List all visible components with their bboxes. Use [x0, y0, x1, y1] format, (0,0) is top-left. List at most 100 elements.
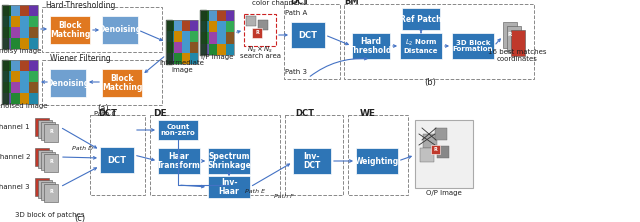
Bar [90, 115, 145, 195]
Text: R: R [49, 188, 53, 194]
Bar [11, 60, 20, 71]
Text: DCT: DCT [99, 109, 118, 117]
Bar [166, 42, 174, 53]
Bar [11, 27, 20, 38]
Bar [29, 38, 38, 49]
Text: R: R [49, 159, 53, 163]
Text: Denoising: Denoising [46, 79, 90, 87]
Bar [356, 148, 398, 174]
Bar [20, 38, 29, 49]
Bar [29, 27, 38, 38]
Bar [217, 32, 225, 44]
Bar [2, 38, 11, 49]
Text: intermediate
image: intermediate image [159, 59, 204, 73]
Text: DCT: DCT [108, 155, 127, 165]
Bar [44, 184, 58, 202]
Bar [174, 31, 182, 42]
Bar [38, 150, 52, 168]
Bar [29, 93, 38, 104]
Bar [209, 10, 217, 21]
Bar [38, 120, 52, 138]
Text: Wiener Filtering: Wiener Filtering [50, 54, 110, 63]
Bar [209, 44, 217, 55]
Bar [20, 5, 29, 16]
Bar [200, 10, 209, 21]
Text: DCT: DCT [291, 0, 310, 6]
Text: denoised image: denoised image [0, 103, 48, 109]
Text: channel 1: channel 1 [0, 124, 30, 130]
Bar [35, 118, 49, 136]
Bar [20, 82, 29, 93]
Bar [11, 71, 20, 82]
Bar [217, 21, 225, 32]
Bar [2, 82, 11, 93]
Bar [182, 20, 190, 31]
Bar [190, 31, 198, 42]
Bar [11, 93, 20, 104]
Bar [190, 20, 198, 31]
Text: R: R [434, 147, 437, 152]
Bar [174, 53, 182, 64]
Bar [217, 44, 225, 55]
Text: Block
Matching: Block Matching [102, 74, 142, 92]
Bar [29, 60, 38, 71]
Bar [29, 71, 38, 82]
Bar [452, 33, 494, 59]
Bar [11, 38, 20, 49]
Text: (b): (b) [424, 77, 436, 87]
Text: Path D: Path D [72, 145, 93, 151]
Bar [2, 16, 11, 27]
Text: $N_s \times N_s$: $N_s \times N_s$ [247, 45, 273, 55]
Bar [352, 33, 390, 59]
Bar [225, 32, 234, 44]
Bar [29, 5, 38, 16]
Bar [50, 69, 86, 97]
Bar [2, 5, 11, 16]
Text: Hard
Threshold: Hard Threshold [349, 37, 393, 55]
Bar [20, 60, 29, 71]
Bar [2, 60, 38, 104]
Text: search area: search area [239, 53, 280, 59]
Bar [166, 20, 198, 64]
Bar [2, 27, 11, 38]
Bar [225, 44, 234, 55]
Bar [100, 147, 134, 173]
Bar [158, 148, 200, 174]
Bar [435, 128, 447, 140]
Bar [423, 134, 437, 148]
Bar [200, 10, 234, 55]
Text: Path A: Path A [285, 10, 307, 16]
Bar [190, 42, 198, 53]
Bar [209, 21, 217, 32]
Text: (c): (c) [74, 214, 86, 222]
Bar [2, 93, 11, 104]
Bar [166, 53, 174, 64]
Bar [42, 7, 162, 52]
Text: 3D block of patches: 3D block of patches [15, 212, 84, 218]
Bar [29, 82, 38, 93]
Text: Count
non-zero: Count non-zero [161, 124, 195, 136]
Bar [246, 16, 256, 26]
Bar [437, 146, 449, 158]
Bar [285, 115, 343, 195]
Text: Spectrum
Shrinkage: Spectrum Shrinkage [207, 152, 251, 170]
Bar [200, 21, 209, 32]
Bar [174, 42, 182, 53]
Bar [35, 148, 49, 166]
Text: Path C: Path C [94, 111, 116, 117]
Text: color channel ↓: color channel ↓ [252, 0, 307, 6]
Text: R: R [255, 30, 259, 36]
Bar [174, 20, 182, 31]
Text: O/P Image: O/P Image [426, 190, 462, 196]
Text: $L_2$ Norm
Distance: $L_2$ Norm Distance [404, 38, 438, 54]
Bar [217, 10, 225, 21]
Bar [150, 115, 280, 195]
Bar [252, 28, 262, 38]
Text: Inv-
DCT: Inv- DCT [303, 152, 321, 170]
Bar [511, 30, 525, 56]
Bar [102, 69, 142, 97]
Text: Block
Matching: Block Matching [50, 21, 90, 39]
Bar [244, 14, 276, 46]
Bar [44, 154, 58, 172]
Bar [182, 31, 190, 42]
